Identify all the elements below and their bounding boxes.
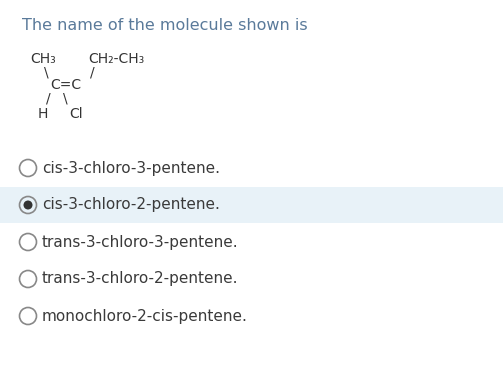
Text: \: \ — [63, 92, 67, 106]
Circle shape — [24, 201, 33, 209]
Bar — [0, 187, 503, 223]
Text: The name of the molecule shown is: The name of the molecule shown is — [22, 18, 308, 33]
Text: trans-3-chloro-3-pentene.: trans-3-chloro-3-pentene. — [42, 235, 238, 249]
Text: cis-3-chloro-2-pentene.: cis-3-chloro-2-pentene. — [42, 197, 220, 212]
Text: Cl: Cl — [69, 107, 82, 121]
Text: /: / — [90, 65, 95, 79]
Text: \: \ — [44, 65, 49, 79]
Text: cis-3-chloro-3-pentene.: cis-3-chloro-3-pentene. — [42, 160, 220, 175]
Text: trans-3-chloro-2-pentene.: trans-3-chloro-2-pentene. — [42, 272, 238, 286]
Text: monochloro-2-cis-pentene.: monochloro-2-cis-pentene. — [42, 309, 248, 324]
Text: /: / — [46, 92, 51, 106]
Text: CH₃: CH₃ — [30, 52, 56, 66]
Text: CH₂-CH₃: CH₂-CH₃ — [88, 52, 144, 66]
Text: C=C: C=C — [50, 78, 81, 92]
Text: H: H — [38, 107, 48, 121]
